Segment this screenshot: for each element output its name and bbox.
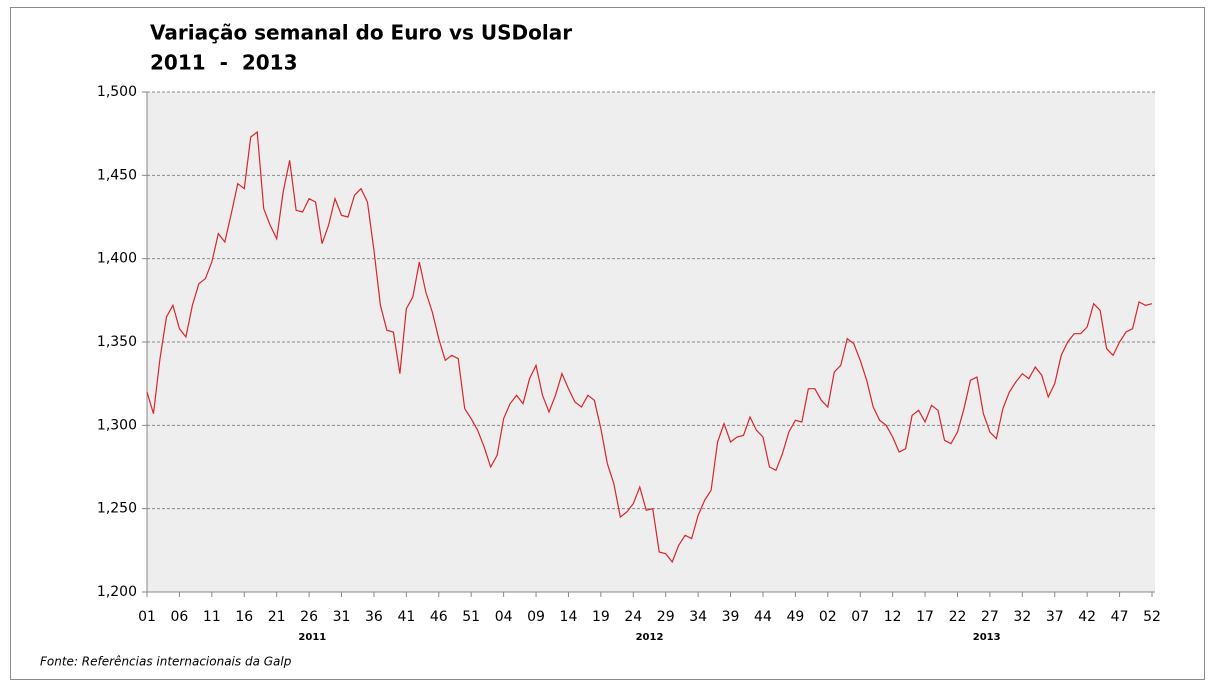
y-tick-label: 1,450 — [97, 167, 137, 183]
x-tick-label: 42 — [1078, 609, 1096, 625]
x-tick-label: 07 — [851, 609, 869, 625]
x-tick-label: 51 — [462, 609, 480, 625]
y-tick-label: 1,250 — [97, 501, 137, 517]
y-tick-label: 1,400 — [97, 251, 137, 267]
x-tick-label: 01 — [138, 609, 156, 625]
x-tick-label: 31 — [333, 609, 351, 625]
x-tick-label: 37 — [1046, 609, 1064, 625]
x-tick-label: 24 — [624, 609, 642, 625]
x-tick-label: 16 — [235, 609, 253, 625]
x-tick-label: 12 — [884, 609, 902, 625]
y-tick-label: 1,500 — [97, 84, 137, 100]
x-tick-label: 32 — [1013, 609, 1031, 625]
x-tick-label: 49 — [786, 609, 804, 625]
chart-title: Variação semanal do Euro vs USDolar — [150, 21, 572, 45]
year-label: 2011 — [298, 632, 326, 643]
x-tick-label: 46 — [430, 609, 448, 625]
x-tick-label: 02 — [819, 609, 837, 625]
x-tick-label: 06 — [171, 609, 189, 625]
x-tick-label: 11 — [203, 609, 221, 625]
x-tick-label: 04 — [495, 609, 513, 625]
x-tick-label: 29 — [657, 609, 675, 625]
x-tick-label: 52 — [1143, 609, 1161, 625]
chart-subtitle: 2011 - 2013 — [150, 51, 297, 75]
x-tick-label: 19 — [592, 609, 610, 625]
x-tick-label: 47 — [1111, 609, 1129, 625]
x-tick-label: 21 — [268, 609, 286, 625]
data-line — [146, 130, 1153, 564]
x-tick-label: 34 — [689, 609, 707, 625]
x-tick-label: 17 — [916, 609, 934, 625]
y-tick-label: 1,200 — [97, 584, 137, 600]
x-tick-label: 36 — [365, 609, 383, 625]
x-tick-label: 44 — [754, 609, 772, 625]
x-tick-label: 41 — [397, 609, 415, 625]
x-tick-label: 26 — [300, 609, 318, 625]
x-tick-label: 09 — [527, 609, 545, 625]
x-tick-label: 14 — [560, 609, 578, 625]
source-note: Fonte: Referências internacionais da Gal… — [40, 655, 292, 669]
year-label: 2013 — [973, 632, 1001, 643]
year-label: 2012 — [636, 632, 664, 643]
x-tick-label: 39 — [722, 609, 740, 625]
y-tick-label: 1,300 — [97, 417, 137, 433]
x-tick-label: 22 — [949, 609, 967, 625]
x-tick-label: 27 — [981, 609, 999, 625]
y-tick-label: 1,350 — [97, 334, 137, 350]
